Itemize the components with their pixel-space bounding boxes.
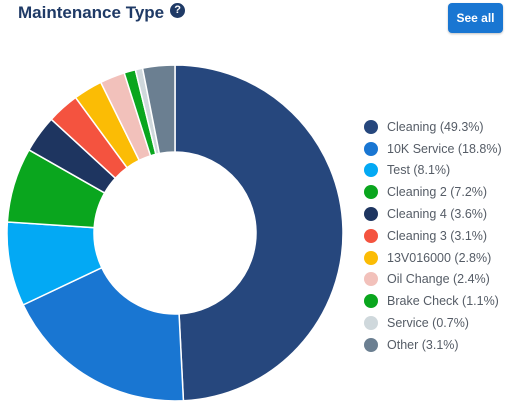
legend-item[interactable]: Cleaning 3 (3.1%)	[364, 225, 502, 247]
legend-label: Oil Change (2.4%)	[387, 272, 490, 287]
slice-10k-service[interactable]	[22, 266, 185, 402]
legend-item[interactable]: Service (0.7%)	[364, 312, 502, 334]
legend-swatch	[364, 228, 378, 243]
panel-header: Maintenance Type ?	[18, 2, 186, 24]
legend-swatch	[364, 272, 378, 287]
legend-label: Brake Check (1.1%)	[387, 294, 499, 309]
legend-swatch	[364, 316, 378, 331]
legend-swatch	[364, 250, 378, 265]
legend-item[interactable]: Cleaning 4 (3.6%)	[364, 203, 502, 225]
legend-swatch	[364, 185, 378, 200]
legend-swatch	[364, 337, 378, 352]
chart-legend: Cleaning (49.3%) 10K Service (18.8%) Test …	[364, 116, 502, 356]
legend-item[interactable]: Brake Check (1.1%)	[364, 290, 502, 312]
legend-label: 13V016000 (2.8%)	[387, 250, 492, 265]
legend-swatch	[364, 163, 378, 178]
legend-item[interactable]: Other (3.1%)	[364, 334, 502, 356]
legend-label: Test (8.1%)	[387, 163, 451, 178]
question-circle-icon[interactable]: ?	[170, 2, 186, 18]
legend-label: Cleaning 3 (3.1%)	[387, 228, 488, 243]
legend-item[interactable]: Oil Change (2.4%)	[364, 269, 502, 291]
legend-swatch	[364, 207, 378, 222]
donut-chart	[6, 64, 344, 402]
legend-label: Cleaning (49.3%)	[387, 119, 484, 134]
legend-swatch	[364, 294, 378, 309]
legend-label: Other (3.1%)	[387, 337, 459, 352]
legend-item[interactable]: Cleaning (49.3%)	[364, 116, 502, 138]
legend-label: 10K Service (18.8%)	[387, 141, 502, 156]
legend-swatch	[364, 119, 378, 134]
legend-label: Service (0.7%)	[387, 316, 469, 331]
legend-label: Cleaning 2 (7.2%)	[387, 185, 488, 200]
see-all-button[interactable]: See all	[448, 3, 503, 33]
legend-item[interactable]: 13V016000 (2.8%)	[364, 247, 502, 269]
legend-item[interactable]: Cleaning 2 (7.2%)	[364, 181, 502, 203]
legend-item[interactable]: 10K Service (18.8%)	[364, 138, 502, 160]
panel-title: Maintenance Type	[18, 3, 165, 22]
legend-swatch	[364, 141, 378, 156]
legend-label: Cleaning 4 (3.6%)	[387, 207, 488, 222]
slice-cleaning[interactable]	[174, 64, 344, 402]
legend-item[interactable]: Test (8.1%)	[364, 160, 502, 182]
slice-other[interactable]	[141, 64, 176, 155]
